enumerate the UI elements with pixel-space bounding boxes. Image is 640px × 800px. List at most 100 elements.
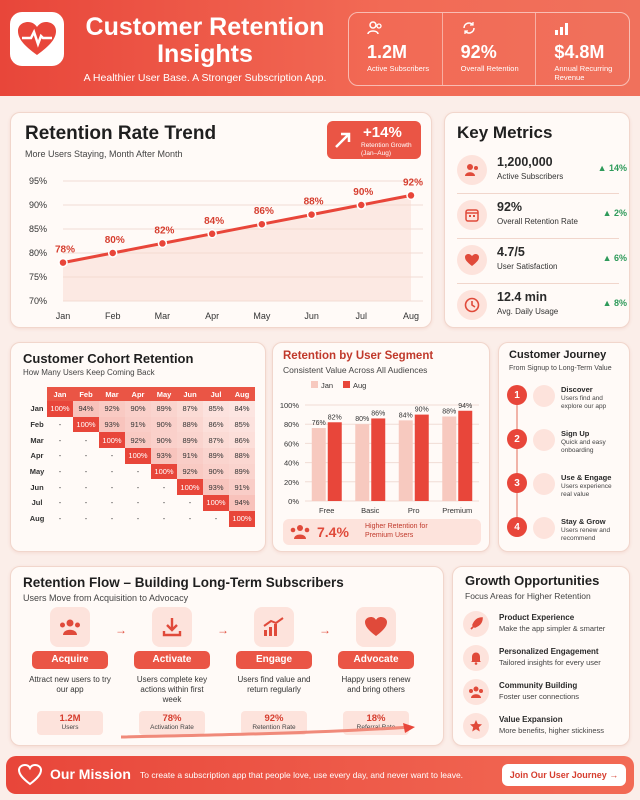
cohort-col-header: May	[151, 387, 177, 401]
cohort-cell: -	[84, 467, 88, 477]
calendar-icon	[457, 200, 487, 230]
stat-annual-recurring-revenue: $4.8M Annual Recurring Revenue	[535, 13, 629, 85]
step-title: Stay & Grow	[561, 517, 606, 526]
cohort-cell: -	[58, 467, 62, 477]
y-tick-label: 95%	[29, 176, 47, 186]
cohort-subtitle: How Many Users Keep Coming Back	[23, 368, 155, 377]
flow-step-label: Activate	[134, 651, 210, 669]
cohort-cell: -	[84, 514, 88, 524]
flow-step-activate: Activate Users complete key actions with…	[131, 607, 213, 735]
cohort-row-label: Feb	[30, 420, 44, 430]
join-user-journey-button[interactable]: Join Our User Journey →	[502, 764, 626, 786]
y-tick-label: 75%	[29, 272, 47, 282]
y-tick-label: 100%	[280, 401, 300, 410]
cohort-cell: -	[110, 451, 114, 461]
cohort-cell: 89%	[203, 448, 229, 464]
page-subtitle: A Healthier User Base. A Stronger Subscr…	[83, 72, 327, 84]
key-metrics-card: Key Metrics 1,200,000 Active Subscribers…	[444, 112, 630, 328]
mission-text: To create a subscription app that people…	[140, 770, 464, 780]
cohort-cell: -	[84, 482, 88, 492]
legend-label: Jan	[321, 381, 333, 390]
flow-step-metric: 78% Activation Rate	[139, 711, 205, 735]
cohort-cell: 85%	[229, 416, 255, 433]
data-point	[107, 248, 118, 258]
retention-line-chart: 70% 75% 80% 85% 90% 95% Jan Feb Mar Apr May Jun Jul A…	[29, 176, 423, 321]
bar-aug	[458, 410, 473, 501]
cohort-cell: -	[58, 420, 62, 430]
flow-step-desc: Users complete key actions within first …	[136, 675, 208, 704]
segment-callout: 7.4% Higher Retention for Premium Users	[283, 519, 481, 545]
mission-banner: Our Mission To create a subscription app…	[6, 756, 634, 794]
cohort-cell: 100%	[73, 416, 99, 433]
badge-label: Retention Growth (Jan–Aug)	[361, 142, 412, 157]
download-icon	[152, 607, 192, 647]
y-tick-label: 20%	[284, 478, 299, 487]
data-label: 90%	[353, 187, 373, 198]
cohort-cell: 91%	[125, 416, 151, 433]
cohort-cell: 100%	[99, 432, 125, 449]
data-point	[207, 229, 217, 239]
cohort-cell: -	[136, 467, 140, 477]
metric-label: Users	[61, 724, 79, 731]
x-tick-label: Mar	[155, 311, 171, 321]
growth-item-desc: Foster user connections	[499, 692, 580, 701]
cohort-cell: 89%	[229, 463, 255, 480]
cohort-cell: 88%	[177, 416, 203, 433]
cohort-col-header: Jul	[203, 387, 229, 401]
bar-label: 82%	[328, 414, 342, 421]
cohort-row: Jan 100% 94% 92% 90% 89% 87% 85% 84%	[27, 401, 255, 417]
cohort-cell: 90%	[151, 416, 177, 433]
retention-line	[62, 193, 412, 265]
bar-label: 80%	[355, 416, 369, 423]
journey-subtitle: From Signup to Long-Term Value	[509, 365, 612, 372]
cohort-cell: -	[110, 498, 114, 508]
stat-value: $4.8M	[554, 42, 605, 62]
cohort-row: Feb - 100% 93% 91% 90% 88% 86% 85%	[27, 416, 255, 433]
badge-value: +14%	[363, 124, 402, 141]
cohort-row-label: Jan	[30, 404, 44, 414]
growth-item-desc: Make the app simpler & smarter	[499, 624, 606, 633]
heart-icon	[356, 607, 396, 647]
area-fill	[63, 195, 411, 301]
cohort-cell: 94%	[229, 495, 255, 511]
clock-icon	[457, 290, 487, 320]
cohort-card: Customer Cohort Retention How Many Users…	[10, 342, 266, 552]
x-tick-label: Basic	[361, 506, 380, 515]
cohort-cell: 87%	[203, 432, 229, 449]
data-point	[58, 257, 68, 268]
key-metrics-title: Key Metrics	[457, 123, 553, 142]
cohort-cell: -	[84, 498, 88, 508]
bar-aug	[414, 414, 429, 501]
metric-value: 92%	[264, 713, 284, 724]
metric-label: Referral Rate	[356, 724, 396, 731]
cohort-cell: 94%	[73, 401, 99, 417]
users-icon	[457, 155, 487, 185]
play-icon	[533, 473, 555, 495]
cohort-cell: -	[162, 514, 166, 524]
bar-jan	[398, 420, 413, 501]
y-tick-label: 85%	[29, 224, 47, 234]
step-number: 4	[507, 517, 527, 537]
x-tick-label: Apr	[205, 311, 219, 321]
cohort-cell: 90%	[203, 463, 229, 480]
x-tick-label: Free	[319, 506, 334, 515]
callout-text: Higher Retention for Premium Users	[365, 523, 428, 539]
cohort-cell: -	[110, 482, 114, 492]
cohort-cell: -	[136, 514, 140, 524]
flow-step-metric: 1.2M Users	[37, 711, 103, 735]
cohort-cell: -	[58, 514, 62, 524]
cohort-cell: -	[162, 498, 166, 508]
growth-item-title: Product Experience	[499, 613, 575, 622]
trend-subtitle: More Users Staying, Month After Month	[25, 149, 183, 159]
customer-journey-card: Customer Journey From Signup to Long-Ter…	[498, 342, 630, 552]
y-tick-label: 80%	[29, 248, 47, 258]
growth-item: Value Expansion More benefits, higher st…	[463, 713, 623, 747]
arrow-right-icon: →	[319, 623, 331, 637]
data-point	[306, 209, 317, 220]
user-plus-icon	[533, 429, 555, 451]
cohort-cell: 100%	[229, 510, 255, 527]
cohort-cell: 89%	[151, 401, 177, 417]
cohort-cell: -	[188, 514, 192, 524]
cohort-cell: -	[188, 498, 192, 508]
flow-step-label: Advocate	[338, 651, 414, 669]
